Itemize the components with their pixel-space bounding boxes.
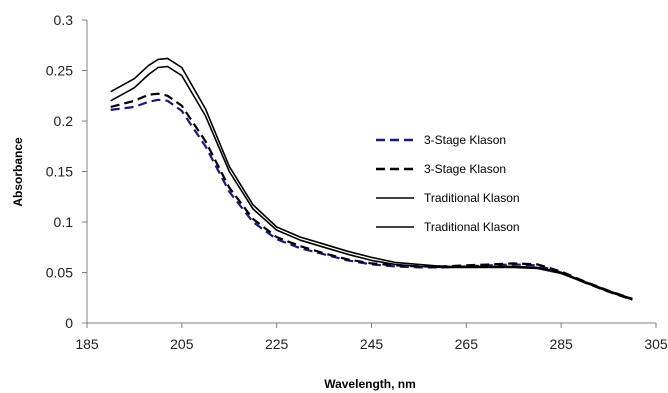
y-tick-label: 0.05 [46,265,73,281]
series-layer [110,57,633,301]
x-tick-label: 285 [549,336,573,352]
series-line-2 [110,92,633,300]
y-tick-label: 0 [65,315,73,331]
y-tick-label: 0.3 [54,12,74,28]
legend-label: 3-Stage Klason [424,133,506,147]
y-tick-label: 0.15 [46,164,73,180]
legend-label: 3-Stage Klason [424,162,506,176]
x-tick-label: 305 [644,336,668,352]
y-axis-ticks: 0 0.05 0.1 0.15 0.2 0.25 0.3 [46,12,87,331]
legend-label: Traditional Klason [424,220,520,234]
x-tick-label: 245 [360,336,384,352]
series-line-4 [110,57,633,300]
x-tick-label: 225 [265,336,289,352]
x-axis-ticks: 185 205 225 245 265 285 305 [75,323,668,352]
series-line-3 [110,65,633,301]
y-tick-label: 0.2 [54,113,74,129]
legend: 3-Stage Klason 3-Stage Klason Traditional … [376,133,520,234]
x-tick-label: 185 [75,336,99,352]
x-tick-label: 205 [170,336,194,352]
y-tick-label: 0.25 [46,63,73,79]
legend-label: Traditional Klason [424,191,520,205]
x-axis-title: Wavelength, nm [324,377,416,391]
y-tick-label: 0.1 [54,214,74,230]
x-tick-label: 265 [455,336,479,352]
y-axis-title: Absorbance [11,137,25,207]
